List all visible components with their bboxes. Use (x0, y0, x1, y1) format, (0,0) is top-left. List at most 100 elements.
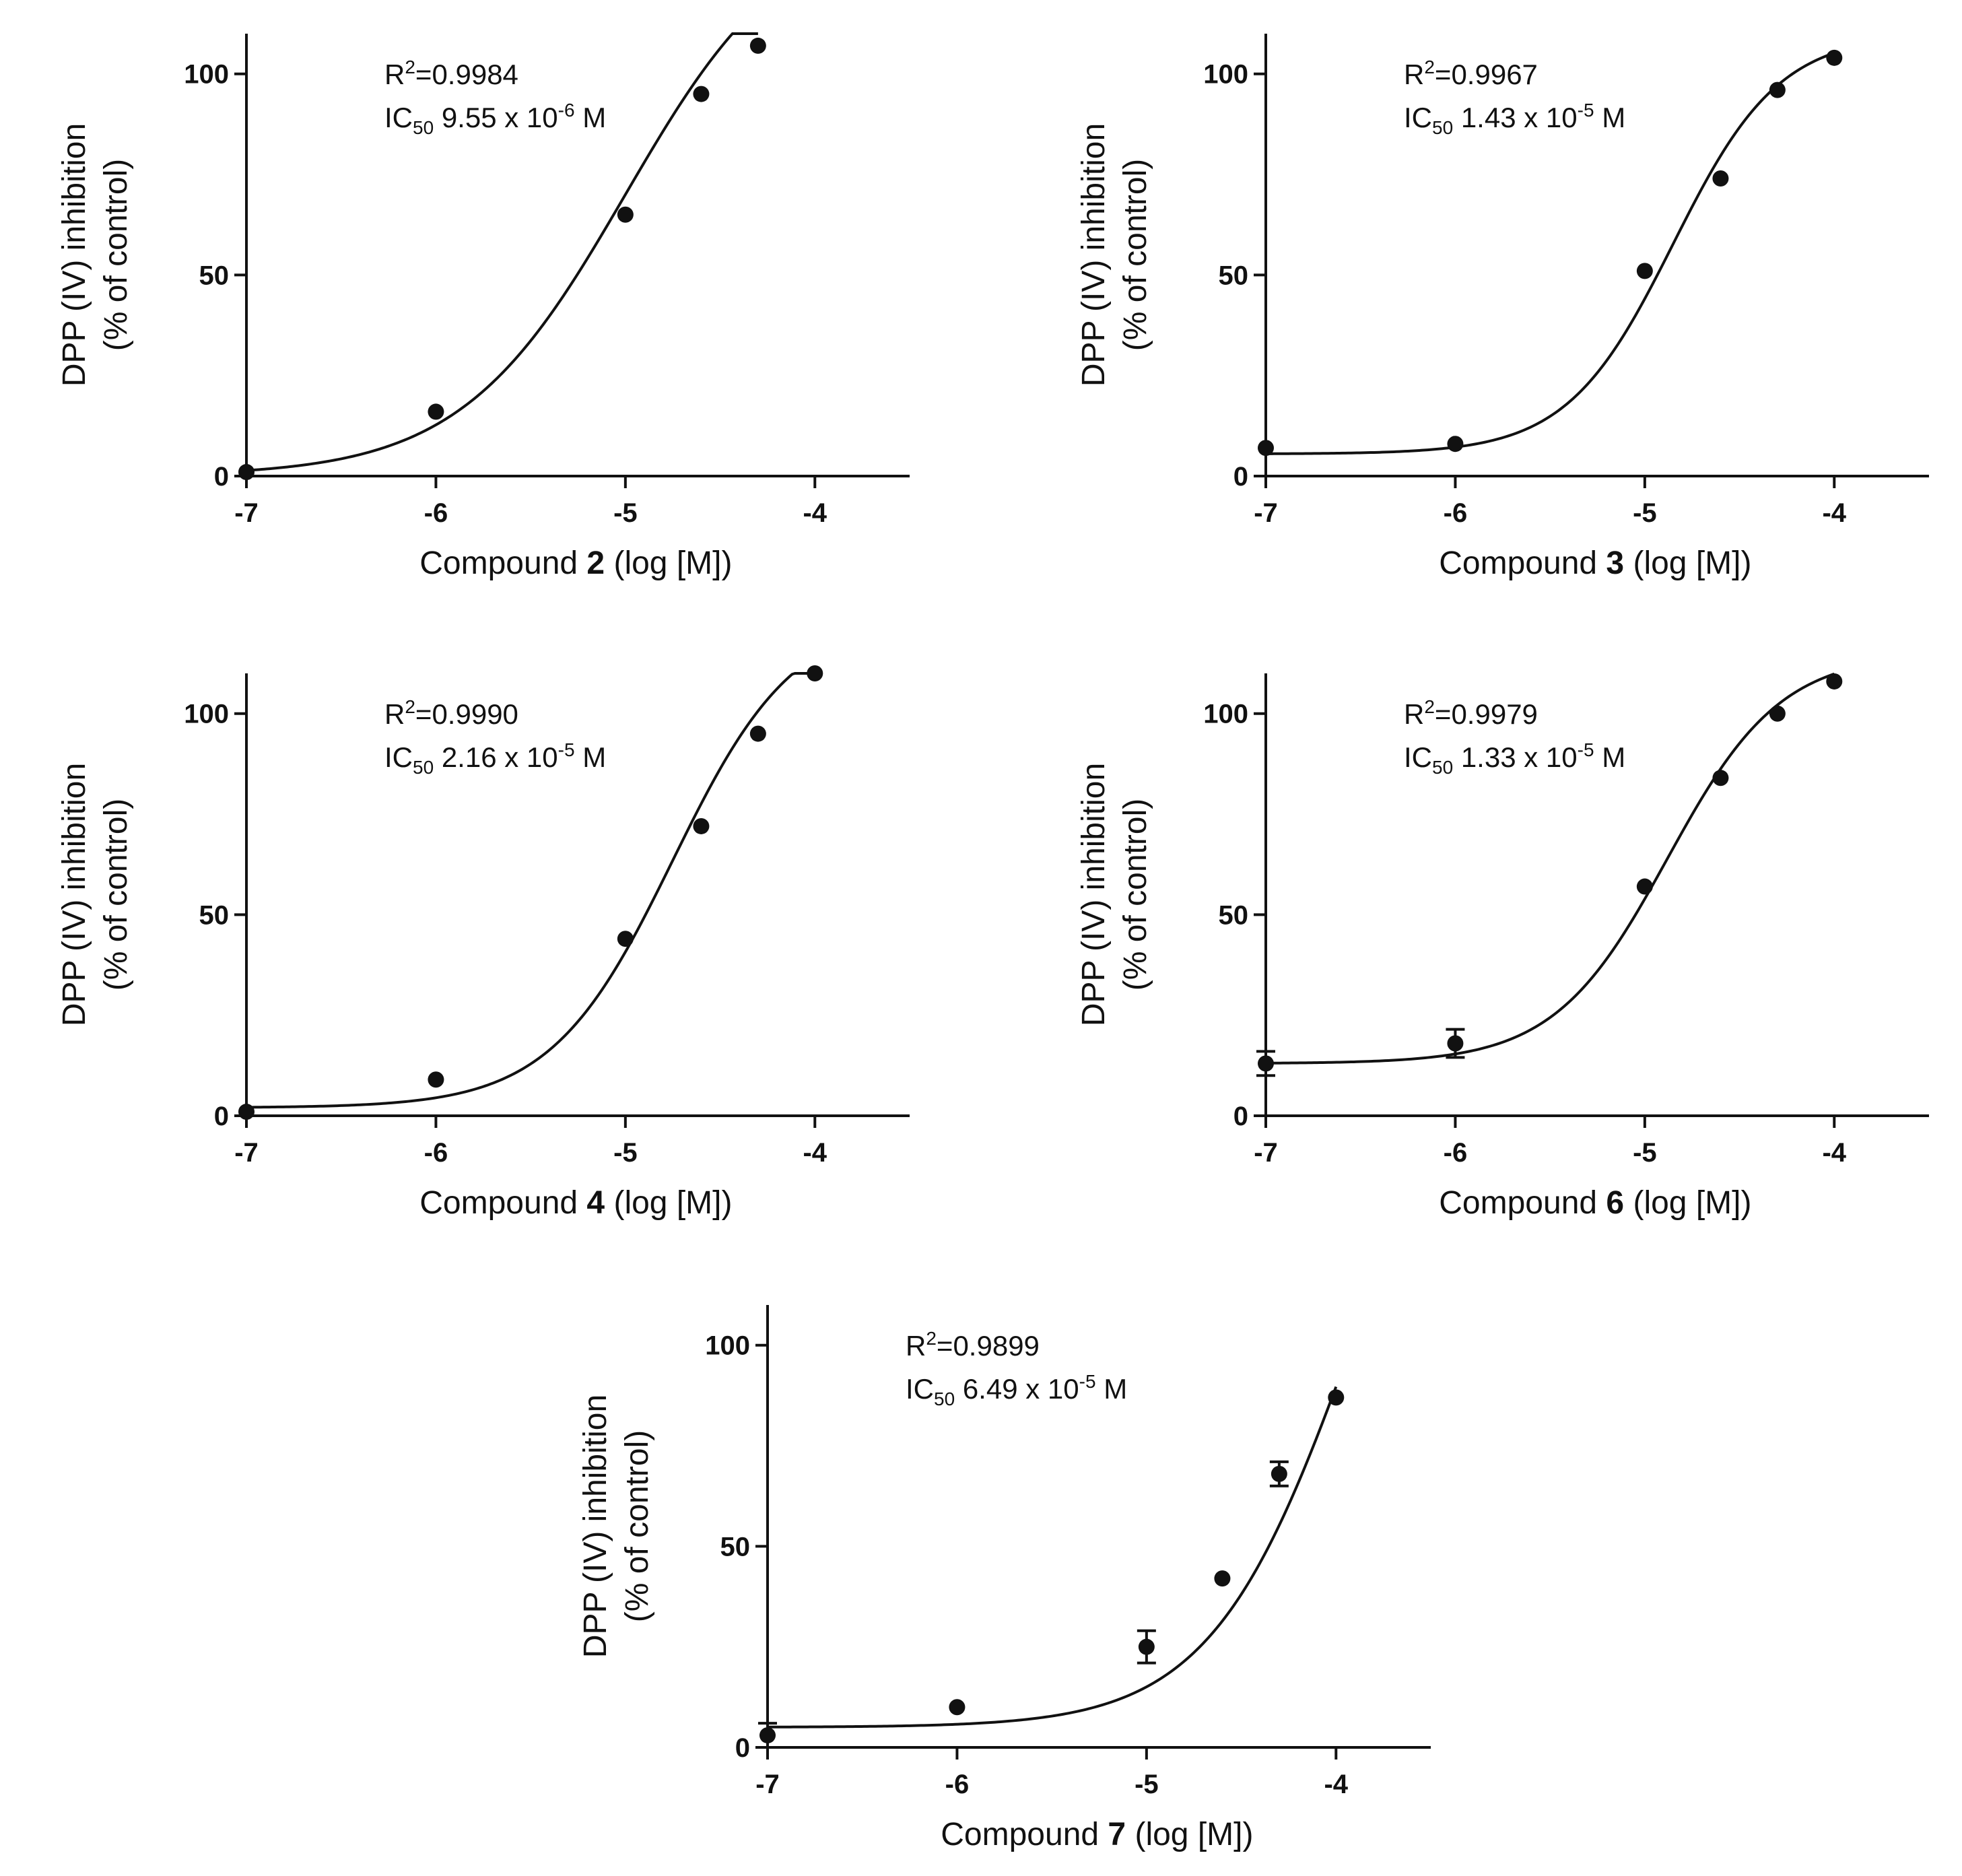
ic50-exponent: -5 (1079, 1371, 1096, 1392)
x-tick-label: -7 (755, 1770, 780, 1799)
ic50-subscript: 50 (413, 117, 434, 138)
x-tick-label: -4 (803, 1138, 827, 1168)
x-axis-title-prefix: Compound (419, 1185, 586, 1221)
x-tick-label: -5 (1633, 1138, 1657, 1168)
compound-number: 4 (586, 1185, 605, 1221)
y-tick-label: 50 (1219, 261, 1249, 290)
ic50-label: IC (1404, 741, 1432, 773)
x-axis-title: Compound 7 (log [M]) (941, 1817, 1253, 1852)
x-tick-label: -4 (803, 498, 827, 528)
ic50-unit: M (1594, 741, 1626, 773)
y-axis-title-line2: (% of control) (1118, 799, 1153, 991)
y-axis-title-line1: DPP (IV) inhibition (57, 123, 92, 387)
ic50-exponent: -5 (558, 739, 575, 760)
y-tick-label: 100 (184, 60, 229, 90)
y-tick-label: 50 (199, 900, 230, 930)
x-axis-title-prefix: Compound (941, 1817, 1108, 1852)
fit-curve (1265, 51, 1835, 455)
panel-compound-7: -7 -6 -5 -4 0 50 100 Compound 7 (log [M]) DPP (I… (578, 1305, 1431, 1852)
compound-number: 3 (1606, 545, 1624, 581)
y-tick-label: 100 (1203, 60, 1248, 90)
x-axis-title-prefix: Compound (419, 545, 586, 581)
compound-number: 2 (586, 545, 605, 581)
r-squared-superscript: 2 (1424, 696, 1435, 717)
r-squared-value: =0.9967 (1435, 59, 1538, 90)
x-tick-label: -5 (1633, 498, 1657, 528)
x-axis-title-prefix: Compound (1439, 545, 1606, 581)
r-squared-superscript: 2 (926, 1328, 937, 1349)
r-squared-annotation: R2=0.9984 (384, 57, 518, 90)
panel-compound-3: -7 -6 -5 -4 0 50 100 Compound 3 (log [M]) DPP (I… (1076, 34, 1929, 581)
compound-number: 7 (1108, 1817, 1126, 1852)
r-squared-label: R (1404, 698, 1424, 730)
ic50-mantissa: 6.49 x 10 (955, 1373, 1079, 1405)
y-tick-label: 50 (1219, 900, 1249, 930)
ic50-exponent: -6 (558, 100, 575, 121)
data-point (807, 665, 823, 681)
y-axis-title-line2: (% of control) (619, 1430, 655, 1622)
r-squared-superscript: 2 (1424, 57, 1435, 77)
y-tick-label: 0 (214, 1102, 229, 1131)
data-point (1258, 1055, 1274, 1072)
ic50-annotation: IC50 9.55 x 10-6 M (384, 100, 606, 138)
x-tick-label: -7 (234, 1138, 259, 1168)
data-point (749, 725, 766, 742)
y-axis-title-line1: DPP (IV) inhibition (1076, 763, 1112, 1026)
ic50-exponent: -5 (1578, 739, 1594, 760)
r-squared-annotation: R2=0.9979 (1404, 696, 1538, 730)
ic50-unit: M (575, 741, 607, 773)
y-tick-label: 0 (214, 462, 229, 492)
data-point (428, 1071, 444, 1088)
y-tick-label: 100 (184, 700, 229, 729)
x-axis-title: Compound 3 (log [M]) (1439, 545, 1751, 581)
r-squared-label: R (384, 698, 405, 730)
y-tick-label: 50 (720, 1532, 751, 1562)
y-tick-label: 100 (1203, 700, 1248, 729)
x-tick-label: -6 (424, 1138, 448, 1168)
x-axis-title-suffix: (log [M]) (1624, 545, 1751, 581)
r-squared-superscript: 2 (405, 57, 415, 77)
r-squared-annotation: R2=0.9990 (384, 696, 518, 730)
x-axis-title: Compound 2 (log [M]) (419, 545, 732, 581)
ic50-unit: M (1096, 1373, 1128, 1405)
data-point (1769, 81, 1786, 98)
ic50-exponent: -5 (1578, 100, 1594, 121)
x-axis-title-prefix: Compound (1439, 1185, 1606, 1221)
fit-curve (1265, 672, 1835, 1065)
ic50-mantissa: 9.55 x 10 (434, 102, 557, 133)
data-point (1447, 436, 1464, 453)
data-point (428, 403, 444, 420)
data-point (1826, 49, 1843, 66)
ic50-label: IC (384, 741, 413, 773)
data-point (617, 206, 634, 223)
panel-compound-4: -7 -6 -5 -4 0 50 100 Compound 4 (log [M]) DPP (I… (57, 665, 910, 1221)
ic50-label: IC (1404, 102, 1432, 133)
r-squared-label: R (384, 59, 405, 90)
ic50-annotation: IC50 1.33 x 10-5 M (1404, 739, 1625, 778)
y-axis-title-line1: DPP (IV) inhibition (578, 1395, 613, 1658)
data-point (749, 37, 766, 54)
ic50-subscript: 50 (413, 757, 434, 778)
data-point (617, 931, 634, 947)
x-tick-label: -4 (1324, 1770, 1348, 1799)
ic50-mantissa: 2.16 x 10 (434, 741, 557, 773)
data-point (1769, 705, 1786, 722)
r-squared-value: =0.9979 (1435, 698, 1538, 730)
ic50-label: IC (384, 102, 413, 133)
x-tick-label: -5 (613, 498, 638, 528)
ic50-mantissa: 1.33 x 10 (1453, 741, 1577, 773)
r-squared-superscript: 2 (405, 696, 415, 717)
panel-compound-2: -7 -6 -5 -4 0 50 100 Compound 2 (log [M]) DPP (I… (57, 32, 910, 581)
fit-curve (767, 1386, 1338, 1729)
data-point (1258, 440, 1274, 457)
compound-number: 6 (1606, 1185, 1624, 1221)
x-axis-title-suffix: (log [M]) (605, 545, 732, 581)
ic50-subscript: 50 (1432, 757, 1453, 778)
data-point (949, 1699, 966, 1716)
y-axis-title-line2: (% of control) (1118, 159, 1153, 351)
ic50-annotation: IC50 2.16 x 10-5 M (384, 739, 606, 778)
ic50-mantissa: 1.43 x 10 (1453, 102, 1577, 133)
y-tick-label: 0 (735, 1733, 750, 1763)
ic50-annotation: IC50 1.43 x 10-5 M (1404, 100, 1625, 138)
